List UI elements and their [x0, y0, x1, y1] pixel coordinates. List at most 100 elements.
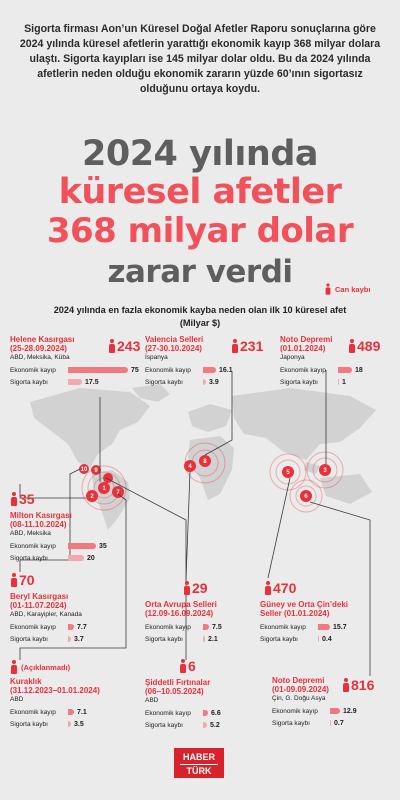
card-drought: (Açıklanmadı) Kuraklık (31.12.2023–01.01…: [10, 660, 140, 730]
person-icon: [342, 678, 350, 692]
marker-7: 7: [116, 490, 120, 496]
card-title: Helene Kasırgası: [10, 335, 75, 344]
marker-1: 1: [102, 486, 106, 492]
headline-line-4: zarar verdi: [107, 254, 293, 290]
card-dates: (01.01.2024): [280, 344, 326, 353]
card-dates: Seller (01.01.2024): [260, 609, 330, 618]
marker-3: 3: [323, 468, 327, 474]
economic-bar: [330, 708, 340, 714]
card-asia-event: Noto Depremi (01-09.09.2024) Çin, G. Doğ…: [272, 676, 397, 729]
card-title: Beryl Kasırgası: [10, 592, 69, 601]
card-dates: (01-09.09.2024): [272, 685, 329, 694]
marker-8: 8: [203, 459, 207, 465]
person-icon: [10, 573, 18, 587]
person-icon: [108, 339, 116, 353]
card-title: Noto Depremi: [280, 335, 333, 344]
card-title: Orta Avrupa Selleri: [145, 600, 217, 609]
insured-bar: [203, 722, 207, 728]
chart-subtitle: 2024 yılında en fazla ekonomik kayba ned…: [53, 305, 347, 315]
person-icon: [264, 581, 272, 595]
marker-10: 10: [81, 467, 88, 473]
person-icon: [10, 492, 18, 506]
card-dates: (01-11.07.2024): [10, 601, 67, 610]
headline-line-2: küresel afetler: [58, 172, 342, 212]
insured-bar: [203, 636, 205, 642]
world-map: [30, 384, 376, 530]
economic-bar: [203, 367, 216, 373]
card-location: İspanya: [145, 354, 168, 361]
death-count: 35: [10, 491, 140, 507]
card-location: Çin, G. Doğu Asya: [272, 695, 326, 702]
insured-bar: [68, 555, 84, 561]
card-location: Japonya: [280, 354, 305, 361]
card-title: Güney ve Orta Çin’deki: [260, 600, 349, 609]
economic-bar: [203, 710, 208, 716]
marker-2: 2: [90, 494, 94, 500]
marker-6: 6: [304, 494, 308, 500]
card-title: Valencia Selleri: [145, 335, 204, 344]
card-dates: (27-30.10.2024): [145, 344, 202, 353]
person-icon: [183, 581, 191, 595]
person-icon: [348, 339, 356, 353]
legend: Can kaybı: [324, 282, 370, 296]
card-valencia: Valencia Selleri (27-30.10.2024) İspanya…: [145, 335, 275, 388]
card-noto-japan: Noto Depremi (01.01.2024) Japonya 489 Ek…: [280, 335, 390, 388]
legend-label: Can kaybı: [335, 284, 371, 294]
death-count: 816: [342, 677, 374, 693]
card-location: ABD, Karayipler, Kanada: [10, 611, 82, 618]
person-icon: [325, 283, 331, 295]
economic-bar: [68, 709, 74, 715]
chart-unit: (Milyar $): [179, 318, 221, 328]
intro-paragraph: Sigorta firması Aon’un Küresel Doğal Afe…: [19, 23, 381, 95]
economic-bar: [203, 624, 209, 630]
card-title: Milton Kasırgası: [10, 511, 72, 520]
insured-bar: [330, 720, 331, 726]
marker-5: 5: [286, 470, 290, 476]
insured-bar: [68, 379, 82, 385]
marker-4: 4: [188, 464, 192, 470]
card-location: ABD: [145, 697, 159, 704]
insured-bar: [68, 721, 71, 727]
card-dates: (08-11.10.2024): [10, 520, 67, 529]
death-count: 29: [183, 580, 298, 596]
headline-line-1: 2024 yılında: [82, 134, 319, 174]
economic-bar: [68, 624, 74, 630]
economic-bar: [338, 367, 352, 373]
card-dates: (25-28.09.2024): [10, 344, 67, 353]
card-location: ABD, Meksika, Küba: [10, 354, 70, 361]
card-dates: (06–10.05.2024): [145, 687, 204, 696]
card-title: Kuraklık: [10, 677, 42, 686]
card-china-floods: 470 Güney ve Orta Çin’deki Seller (01.01…: [260, 580, 385, 645]
card-milton: 35 Milton Kasırgası (08-11.10.2024) ABD,…: [10, 491, 140, 564]
insured-bar: [318, 636, 319, 642]
card-title: Şiddetli Fırtınalar: [145, 678, 211, 687]
person-icon: [179, 659, 187, 673]
death-count: 70: [10, 572, 140, 588]
person-icon: [10, 660, 18, 674]
insured-bar: [68, 636, 71, 642]
marker-9: 9: [94, 468, 98, 474]
card-location: ABD: [10, 696, 24, 703]
card-dates: (31.12.2023–01.01.2024): [10, 686, 100, 695]
insured-bar: [203, 379, 206, 385]
card-dates: (12.09-16.09.2024): [145, 609, 214, 618]
death-count: 470: [264, 580, 389, 596]
haberturk-logo: HABER TÜRK: [174, 748, 224, 778]
card-storms: 6 Şiddetli Fırtınalar (06–10.05.2024) AB…: [145, 658, 260, 731]
economic-bar: [68, 543, 96, 549]
headline-line-3: 368 milyar dolar: [46, 211, 354, 251]
death-count: 243: [108, 338, 140, 354]
economic-bar: [68, 367, 128, 373]
economic-bar: [318, 624, 330, 630]
death-count: (Açıklanmadı): [10, 660, 140, 674]
death-count: 489: [348, 338, 380, 354]
person-icon: [231, 339, 239, 353]
card-title: Noto Depremi: [272, 676, 325, 685]
card-beryl: 70 Beryl Kasırgası (01-11.07.2024) ABD, …: [10, 572, 140, 645]
insured-bar: [338, 379, 339, 385]
death-count: 231: [231, 338, 263, 354]
card-central-europe: 29 Orta Avrupa Selleri (12.09-16.09.2024…: [145, 580, 260, 645]
card-helene: Helene Kasırgası (25-28.09.2024) ABD, Me…: [10, 335, 141, 386]
death-count: 6: [179, 658, 294, 674]
